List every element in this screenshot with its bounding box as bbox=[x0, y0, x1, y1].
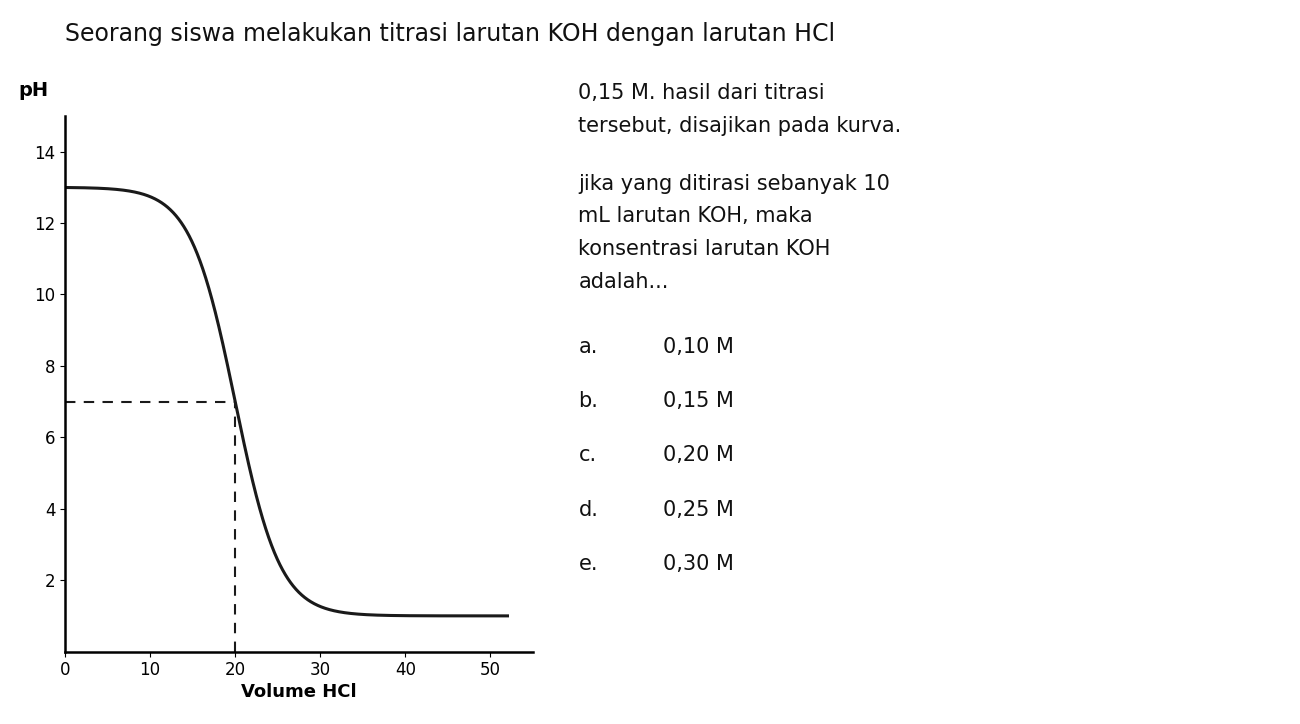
Text: e.: e. bbox=[578, 554, 598, 574]
Text: 0,25 M: 0,25 M bbox=[663, 500, 734, 520]
Text: a.: a. bbox=[578, 337, 598, 357]
Text: 0,15 M. hasil dari titrasi: 0,15 M. hasil dari titrasi bbox=[578, 83, 826, 104]
Text: jika yang ditirasi sebanyak 10: jika yang ditirasi sebanyak 10 bbox=[578, 174, 890, 194]
Text: c.: c. bbox=[578, 445, 597, 466]
Text: 0,10 M: 0,10 M bbox=[663, 337, 734, 357]
Text: 0,20 M: 0,20 M bbox=[663, 445, 734, 466]
Text: 0,30 M: 0,30 M bbox=[663, 554, 734, 574]
Text: b.: b. bbox=[578, 391, 598, 411]
Text: mL larutan KOH, maka: mL larutan KOH, maka bbox=[578, 206, 812, 227]
Text: 0,15 M: 0,15 M bbox=[663, 391, 734, 411]
X-axis label: Volume HCl: Volume HCl bbox=[242, 683, 356, 702]
Text: adalah...: adalah... bbox=[578, 272, 670, 292]
Text: d.: d. bbox=[578, 500, 598, 520]
Text: pH: pH bbox=[18, 81, 48, 100]
Text: Seorang siswa melakukan titrasi larutan KOH dengan larutan HCl: Seorang siswa melakukan titrasi larutan … bbox=[65, 22, 835, 46]
Text: konsentrasi larutan KOH: konsentrasi larutan KOH bbox=[578, 239, 831, 259]
Text: tersebut, disajikan pada kurva.: tersebut, disajikan pada kurva. bbox=[578, 116, 902, 136]
